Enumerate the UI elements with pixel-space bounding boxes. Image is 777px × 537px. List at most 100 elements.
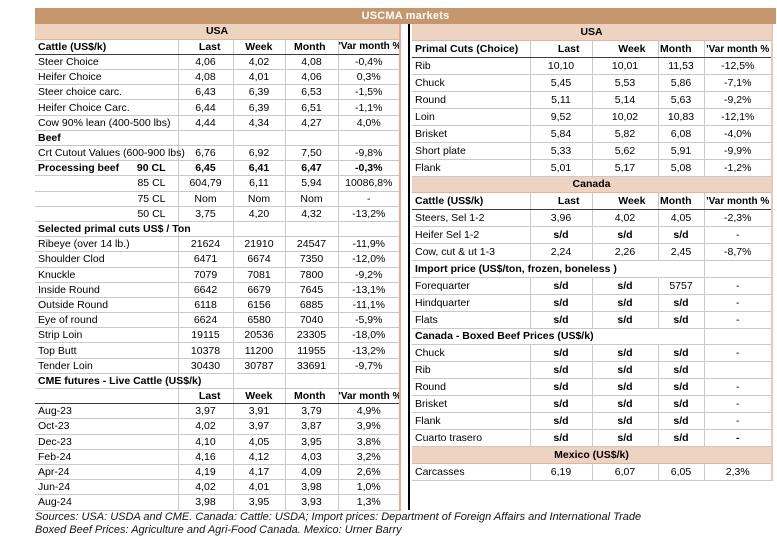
section-band-row: Mexico (US$/k)	[412, 446, 773, 464]
cell-month: s/d	[658, 294, 705, 312]
data-row: Cow, cut & ut 1-3 2,24 2,26 2,45 -8,7%	[412, 243, 773, 261]
cell-week: 5,82	[592, 125, 659, 143]
cell-month: 6,47	[285, 160, 339, 177]
row-label: Oct-23	[35, 418, 179, 435]
cell-week: 6,39	[233, 84, 286, 101]
row-label: Carcasses	[412, 463, 531, 481]
col-header-week: Week	[233, 39, 286, 55]
section-band-row: USA	[35, 24, 401, 40]
cell-last: 4,44	[178, 115, 234, 131]
row-label: Chuck	[412, 74, 531, 93]
data-row: Short plate 5,33 5,62 5,91 -9,9%	[412, 142, 773, 160]
col-header-var: 'Var month %	[338, 39, 401, 55]
data-row: 75 CL Nom Nom Nom -	[35, 191, 401, 207]
header-group-label	[35, 388, 179, 405]
cell-month: 23305	[285, 327, 339, 344]
cell-week: s/d	[592, 294, 659, 312]
row-label: Heifer Choice Carc.	[35, 99, 179, 116]
section-band-row: USA	[412, 24, 773, 42]
cell-last: s/d	[530, 429, 593, 447]
cell-last: 5,11	[530, 91, 593, 109]
cell-var: -	[704, 395, 773, 413]
cell-last: 6,45	[178, 160, 234, 177]
cell-var	[704, 260, 773, 278]
data-row: Carcasses 6,19 6,07 6,05 2,3%	[412, 463, 773, 481]
cell-week: 5,53	[592, 74, 659, 93]
cell-week: s/d	[592, 412, 659, 430]
cell-week: 5,14	[592, 91, 659, 109]
data-row: Loin 9,52 10,02 10,83 -12,1%	[412, 108, 773, 126]
cell-week: s/d	[592, 395, 659, 413]
cell-last: 3,96	[530, 209, 593, 228]
data-row: Oct-23 4,02 3,97 3,87 3,9%	[35, 418, 401, 435]
cell-last: 4,02	[178, 418, 234, 435]
cell-var: -1,2%	[704, 159, 773, 177]
region-band-label: USA	[35, 24, 401, 40]
cell-last	[178, 373, 234, 390]
col-header-last: Last	[530, 40, 593, 59]
data-row: Feb-24 4,16 4,12 4,03 3,2%	[35, 449, 401, 465]
cell-month: 4,08	[285, 54, 339, 71]
section-title-label: Selected primal cuts US$ / Ton	[35, 221, 191, 238]
table-divider-line	[408, 24, 410, 510]
data-row: Crt Cutout Values (600-900 lbs) 6,76 6,92 7…	[35, 145, 401, 162]
data-row: Rib 10,10 10,01 11,53 -12,5%	[412, 57, 773, 76]
data-row: Heifer Choice 4,08 4,01 4,06 0,3%	[35, 69, 401, 86]
cell-var: -1,1%	[338, 99, 401, 116]
cell-var: -9,7%	[338, 358, 401, 374]
cell-month: 3,95	[285, 434, 339, 450]
row-label: Heifer Sel 1-2	[412, 226, 531, 245]
cell-var: 2,6%	[338, 464, 401, 481]
cell-week: s/d	[592, 361, 659, 380]
section-title-label: Import price (US$/ton, frozen, boneless …	[412, 260, 705, 278]
cell-var: -	[704, 277, 773, 295]
column-header-row: Last Week Month 'Var month %	[35, 388, 401, 405]
data-row: Tender Loin 30430 30787 33691 -9,7%	[35, 358, 401, 374]
cell-week: 4,34	[233, 115, 286, 131]
row-label: Processing beef 90 CL	[35, 160, 179, 177]
cell-month: 5,94	[285, 175, 339, 192]
cell-last: 3,75	[178, 206, 234, 222]
cell-month: 7040	[285, 312, 339, 329]
cell-month: 4,03	[285, 449, 339, 465]
row-label: Steer choice carc.	[35, 84, 179, 101]
cell-week: 7081	[233, 267, 286, 283]
data-row: 85 CL 604,79 6,11 5,94 10086,8%	[35, 175, 401, 192]
cell-month: 33691	[285, 358, 339, 374]
section-title-label: Beef	[35, 130, 179, 147]
row-label: Flank	[412, 159, 531, 177]
cell-last: 5,01	[530, 159, 593, 177]
row-label: 75 CL	[35, 191, 179, 207]
data-row: Brisket 5,84 5,82 6,08 -4,0%	[412, 125, 773, 143]
cell-last: 6,44	[178, 99, 234, 116]
section-title-row: Beef	[35, 130, 401, 147]
cell-var: 0,3%	[338, 69, 401, 86]
cell-var: 3,9%	[338, 418, 401, 435]
row-label: Heifer Choice	[35, 69, 179, 86]
cell-week: 3,97	[233, 418, 286, 435]
cell-var: -5,9%	[338, 312, 401, 329]
cell-last: s/d	[530, 412, 593, 430]
cell-last: 9,52	[530, 108, 593, 126]
cell-month: 3,79	[285, 403, 339, 420]
data-row: Cow 90% lean (400-500 lbs) 4,44 4,34 4,27 4,…	[35, 115, 401, 131]
region-band-label: Mexico (US$/k)	[412, 446, 773, 464]
row-label: Forequarter	[412, 277, 531, 295]
cell-last: s/d	[530, 277, 593, 295]
col-header-month: Month	[285, 39, 339, 55]
cell-month: 5757	[658, 277, 705, 295]
cell-last: 21624	[178, 236, 234, 253]
cell-week	[233, 221, 286, 238]
cell-var	[704, 361, 773, 380]
row-label: Feb-24	[35, 449, 179, 465]
col-header-var: 'Var month %	[704, 192, 773, 211]
sources-line-2: Boxed Beef Prices: Agriculture and Agri-…	[35, 524, 402, 536]
cell-week: s/d	[592, 344, 659, 363]
data-row: Heifer Sel 1-2 s/d s/d s/d -	[412, 226, 773, 245]
col-header-week: Week	[592, 192, 659, 211]
cell-last: 6642	[178, 282, 234, 298]
cell-var: -7,1%	[704, 74, 773, 93]
row-label: Ribeye (over 14 lb.)	[35, 236, 179, 253]
cell-var: 10086,8%	[338, 175, 401, 192]
cell-var: -0,4%	[338, 54, 401, 71]
